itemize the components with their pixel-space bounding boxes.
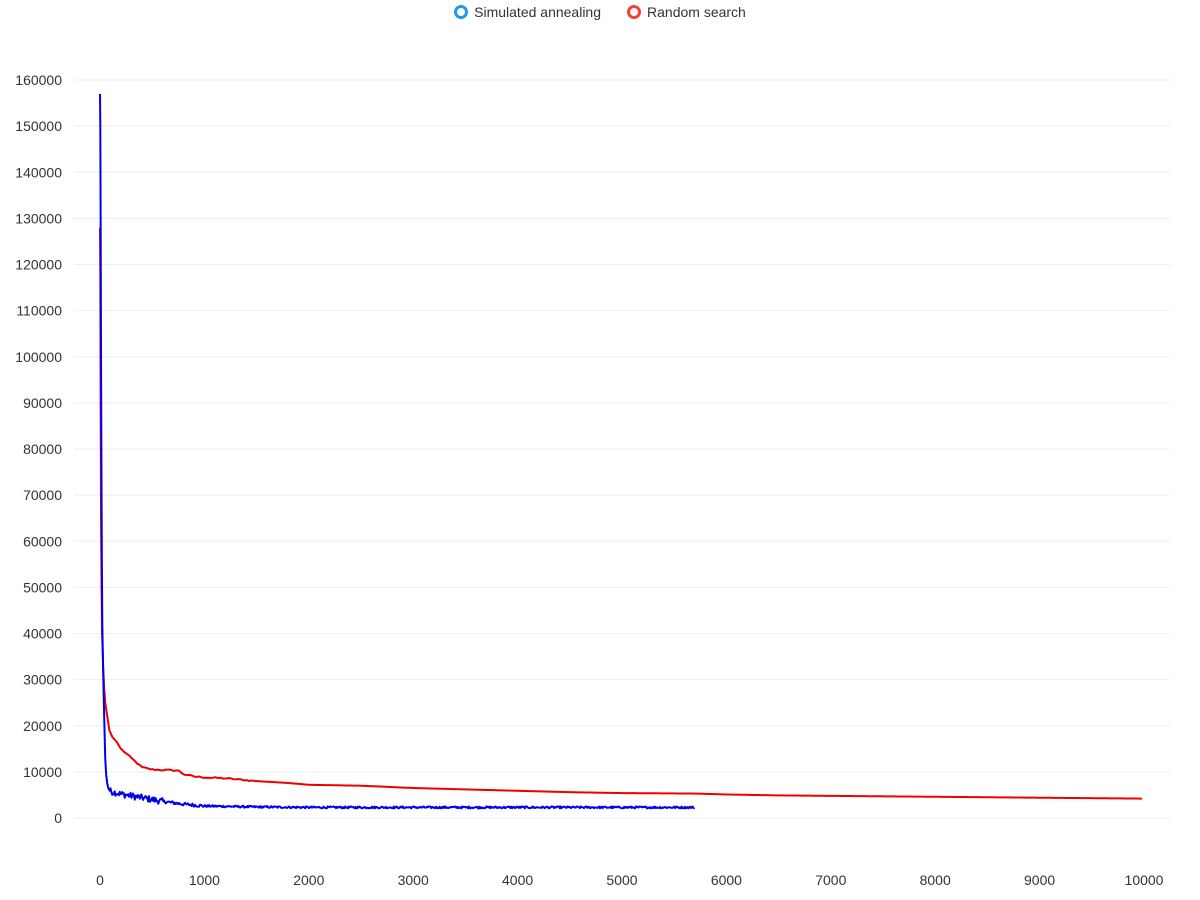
x-tick-label: 2000 [293, 872, 324, 888]
legend-item-random-search[interactable]: Random search [627, 4, 746, 20]
x-tick-label: 1000 [189, 872, 220, 888]
x-axis: 0 1000 2000 3000 4000 5000 6000 7000 8000 9000 100… [96, 872, 1164, 888]
legend-circle-icon [627, 5, 642, 19]
legend-item-simulated-annealing[interactable]: Simulated annealing [454, 4, 601, 20]
x-tick-label: 9000 [1024, 872, 1055, 888]
y-tick-label: 150000 [15, 118, 62, 134]
x-tick-label: 4000 [502, 872, 533, 888]
series [99, 93, 1142, 810]
series-line-random-search [99, 227, 1142, 800]
y-tick-label: 10000 [23, 764, 62, 780]
y-tick-label: 60000 [23, 533, 62, 549]
x-tick-label: 3000 [398, 872, 429, 888]
y-tick-label: 160000 [15, 72, 62, 88]
y-tick-label: 20000 [23, 718, 62, 734]
y-tick-label: 70000 [23, 487, 62, 503]
grid [74, 79, 1170, 819]
y-tick-label: 80000 [23, 441, 62, 457]
y-tick-label: 30000 [23, 672, 62, 688]
x-tick-label: 6000 [711, 872, 742, 888]
legend-circle-icon [454, 5, 469, 19]
y-tick-label: 50000 [23, 579, 62, 595]
x-tick-label: 7000 [815, 872, 846, 888]
y-tick-label: 110000 [16, 303, 62, 319]
x-tick-label: 10000 [1125, 872, 1164, 888]
series-line-simulated-annealing [99, 93, 696, 810]
x-tick-label: 8000 [920, 872, 951, 888]
y-axis: 0 10000 20000 30000 40000 50000 60000 70000 8000… [15, 72, 62, 826]
y-tick-label: 130000 [15, 210, 62, 226]
x-tick-label: 5000 [606, 872, 637, 888]
legend-label: Random search [647, 4, 746, 20]
y-tick-label: 100000 [15, 349, 62, 365]
y-tick-label: 120000 [15, 257, 62, 273]
y-tick-label: 0 [54, 810, 62, 826]
y-tick-label: 140000 [15, 164, 62, 180]
y-tick-label: 40000 [23, 626, 62, 642]
x-tick-label: 0 [96, 872, 104, 888]
legend: Simulated annealing Random search [0, 4, 1200, 20]
legend-label: Simulated annealing [474, 4, 602, 20]
y-tick-label: 90000 [23, 395, 62, 411]
